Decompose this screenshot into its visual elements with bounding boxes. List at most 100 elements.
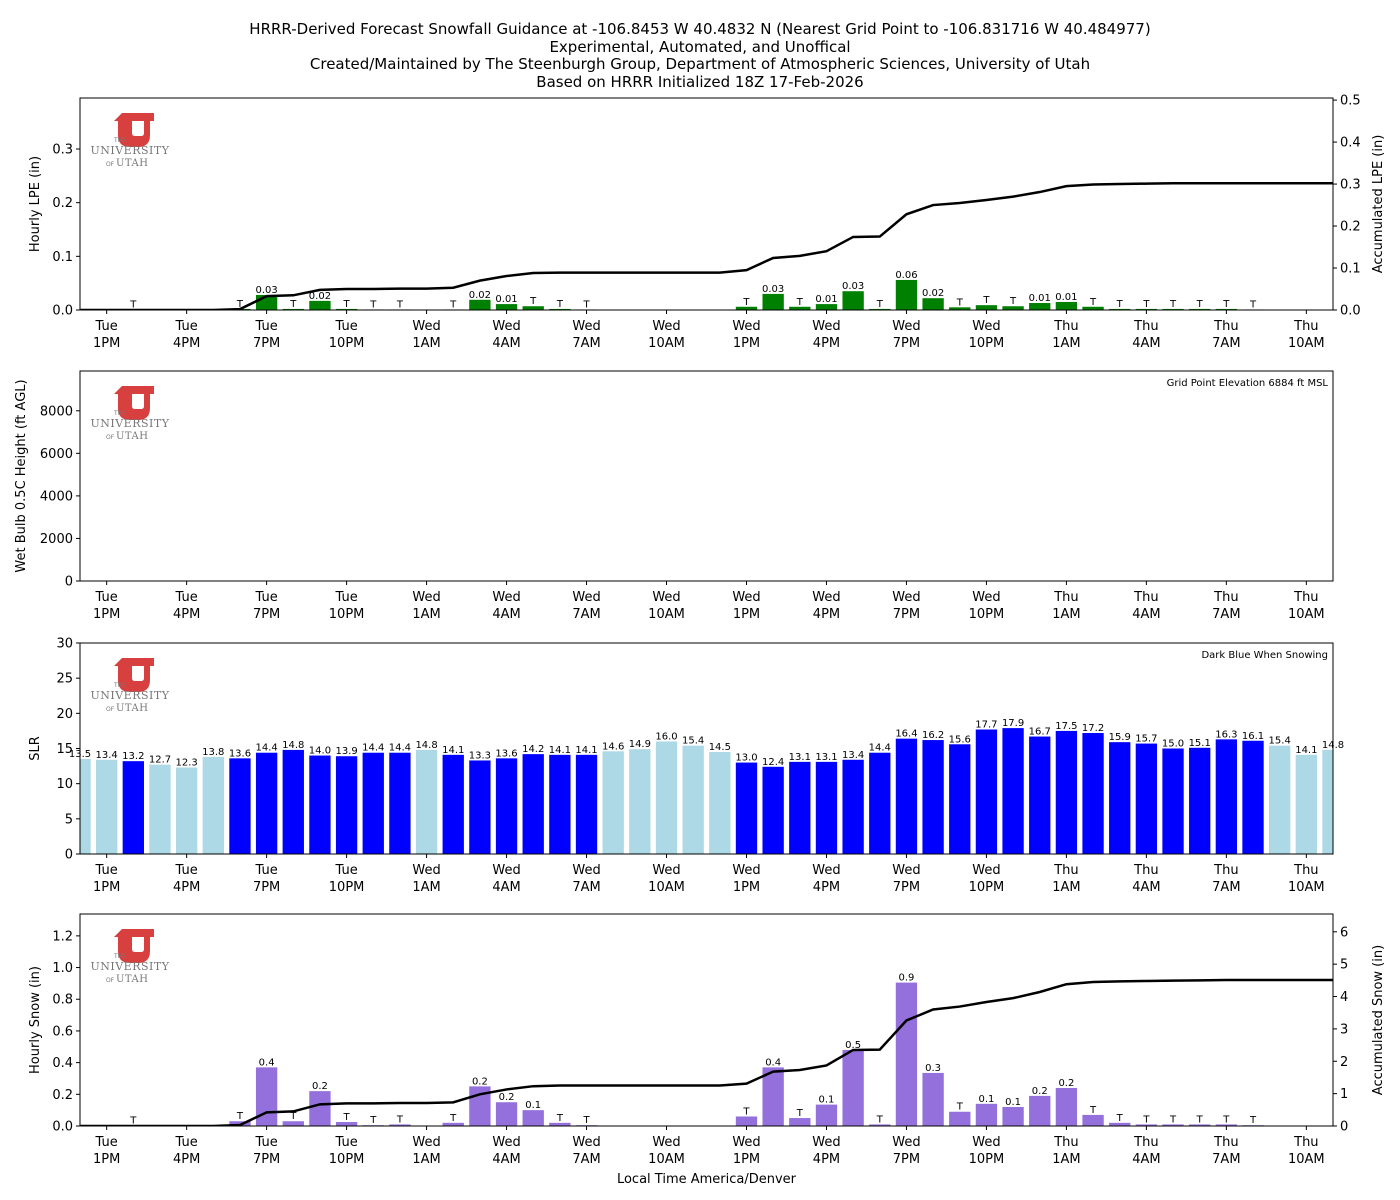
bar-label: 16.4 [895, 729, 917, 740]
bar [655, 741, 678, 854]
bar-label: 13.1 [789, 752, 811, 763]
x-tick-label-time: 7AM [1212, 336, 1240, 351]
y2-axis-label: Accumulated Snow (in) [1371, 945, 1386, 1095]
bar-label: 0.4 [765, 1057, 781, 1068]
y-tick-label: 0 [65, 848, 73, 863]
bar-label: 13.4 [96, 750, 118, 761]
logo-of: OF [106, 161, 115, 168]
bar [202, 756, 224, 854]
bar-label: 14.1 [549, 745, 571, 756]
bar-label: T [742, 297, 750, 308]
accumulated-line [80, 978, 1333, 1126]
bar [1082, 1114, 1104, 1126]
x-tick-label-day: Wed [492, 319, 520, 334]
bar-label: 0.9 [898, 973, 914, 984]
plot-area [80, 728, 1333, 854]
bar [869, 1124, 891, 1126]
x-tick-label-time: 1PM [93, 1152, 120, 1167]
logo-utah: UTAH [116, 431, 149, 442]
bar [975, 729, 998, 854]
x-tick-label-day: Tue [334, 863, 357, 878]
x-tick-label-time: 7PM [253, 880, 280, 895]
bar-label: 16.7 [1029, 727, 1051, 738]
y2-tick-label: 0.1 [1340, 262, 1361, 277]
x-tick-label-day: Thu [1293, 590, 1318, 605]
accumulated-line [80, 181, 1333, 310]
bar [282, 749, 304, 854]
axes-frame [79, 913, 1334, 1127]
bar-label: 13.0 [735, 753, 757, 764]
x-tick-label-day: Wed [412, 1135, 440, 1150]
x-tick-label-day: Tue [255, 319, 278, 334]
x-tick-label-day: Wed [892, 863, 920, 878]
bar-label: 0.03 [762, 284, 784, 295]
bar-label: T [343, 299, 351, 310]
logo-university: UNIVERSITY [91, 689, 170, 702]
bar [815, 761, 838, 854]
bar-label: 16.2 [922, 730, 944, 741]
bar-label: T [956, 297, 964, 308]
bar-label: 14.0 [309, 746, 331, 757]
x-tick-label-time: 1PM [733, 607, 760, 622]
bar [842, 291, 864, 310]
logo-the: THE [113, 137, 126, 144]
x-tick-label-day: Wed [492, 1135, 520, 1150]
bar-label: T [1089, 1105, 1097, 1116]
x-tick-label-time: 7PM [893, 336, 920, 351]
x-tick-label-time: 4AM [1132, 336, 1160, 351]
bar [735, 306, 758, 310]
bar [1215, 308, 1238, 310]
bar [1215, 739, 1238, 854]
bar-label: T [582, 1115, 590, 1126]
bar [975, 305, 998, 310]
x-tick-label-time: 1PM [93, 880, 120, 895]
bar-label: T [876, 299, 884, 310]
bar [1189, 308, 1211, 310]
bar-label: 13.8 [202, 747, 224, 758]
bar-label: 0.1 [978, 1094, 994, 1105]
bar [229, 758, 251, 854]
x-tick-label-time: 7AM [572, 1152, 600, 1167]
x-tick-label-day: Wed [652, 1135, 680, 1150]
bar-label: 17.7 [975, 720, 997, 731]
x-tick-label-time: 4PM [813, 1152, 840, 1167]
bar [1135, 1124, 1158, 1126]
x-tick-label-time: 10AM [1288, 1152, 1325, 1167]
bar-label: T [1196, 299, 1204, 310]
bar-label: 0.01 [495, 294, 517, 305]
bar-label: 0.2 [312, 1081, 328, 1092]
bar-label: T [1222, 1114, 1230, 1125]
panel-annotation: Grid Point Elevation 6884 ft MSL [1167, 378, 1329, 389]
x-tick-label-time: 10AM [1288, 880, 1325, 895]
bar [762, 1067, 784, 1126]
bar-label: T [449, 299, 457, 310]
bar-label: 0.02 [469, 290, 491, 301]
bar-label: T [1009, 296, 1017, 307]
bar [549, 754, 571, 854]
bar-label: 14.4 [255, 743, 277, 754]
bar-label: 14.6 [602, 741, 624, 752]
y-axis-label: SLR [28, 736, 43, 761]
x-tick-label-time: 7PM [893, 1152, 920, 1167]
bar-label: T [1249, 1115, 1257, 1126]
x-tick-label-time: 7PM [253, 1152, 280, 1167]
x-tick-label-day: Thu [1133, 1135, 1158, 1150]
x-tick-label-day: Wed [732, 1135, 760, 1150]
x-tick-label-day: Wed [732, 863, 760, 878]
x-tick-label-day: Thu [1213, 319, 1238, 334]
y2-tick-label: 0.5 [1340, 94, 1361, 109]
plot-area [80, 978, 1333, 1126]
x-tick-label-time: 10AM [648, 336, 685, 351]
bar [1269, 745, 1291, 854]
y-tick-label: 1.0 [52, 961, 73, 976]
bar-label: T [1222, 299, 1230, 310]
x-tick-label-day: Tue [334, 1135, 357, 1150]
bar-label: T [289, 299, 297, 310]
bar [389, 752, 411, 854]
bar-label: 0.01 [815, 294, 837, 305]
bar-label: T [1089, 297, 1097, 308]
y2-tick-label: 3 [1340, 1022, 1348, 1037]
x-tick-label-time: 1PM [733, 1152, 760, 1167]
bar-label: 14.1 [442, 745, 464, 756]
